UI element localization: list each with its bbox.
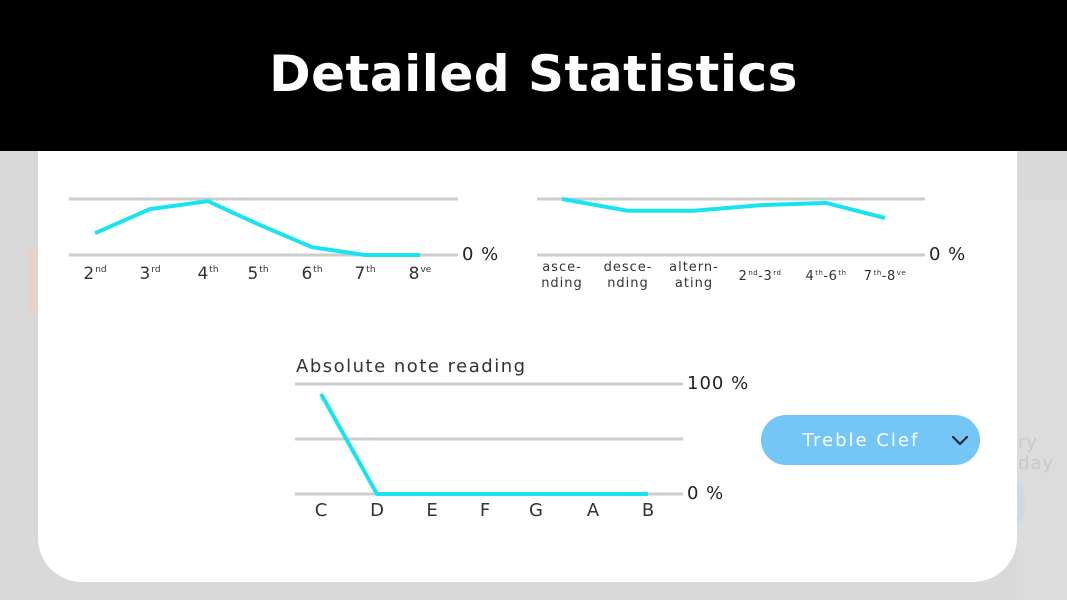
chevron-down-icon [951, 435, 969, 446]
x-axis-label: 2nd-3rd [738, 269, 782, 284]
x-axis-label: 3rd [139, 264, 161, 284]
x-axis-label: 7th [354, 264, 376, 284]
x-axis-label: E [426, 500, 438, 521]
x-axis-label: 4th-6th [805, 269, 847, 284]
x-axis-label: 2nd [83, 264, 107, 284]
note-chart-title: Absolute note reading [296, 356, 527, 377]
x-axis-label: D [370, 500, 384, 521]
note-chart-y-min-label: 0 % [687, 483, 725, 504]
clef-dropdown[interactable]: Treble Clef [761, 415, 980, 465]
x-axis-label: A [586, 500, 600, 521]
clef-dropdown-label: Treble Clef [802, 429, 920, 451]
x-axis-label: B [641, 500, 655, 521]
note-chart-y-max-label: 100 % [687, 373, 750, 394]
x-axis-label: 8ve [408, 264, 432, 284]
background-panel [1017, 200, 1067, 600]
x-axis-label: F [479, 500, 491, 521]
interval-chart-line [94, 199, 420, 257]
note-chart-grid [295, 382, 683, 496]
x-axis-label: 7th-8ve [863, 269, 907, 284]
x-axis-label: G [529, 500, 543, 521]
direction-chart-line [561, 197, 886, 220]
x-axis-label: altern-ating [669, 260, 719, 291]
x-axis-label: C [314, 500, 328, 521]
statistics-card [38, 100, 1017, 582]
interval-chart-y-label: 0 % [462, 244, 500, 265]
x-axis-label: 4th [197, 264, 219, 284]
page-header: Detailed Statistics [0, 0, 1067, 151]
direction-chart-grid [537, 197, 925, 257]
x-axis-label: 5th [247, 264, 269, 284]
page-title: Detailed Statistics [269, 44, 798, 103]
direction-chart-y-label: 0 % [929, 244, 967, 265]
note-chart-line [319, 392, 648, 496]
x-axis-label: desce-nding [603, 260, 653, 291]
x-axis-label: asce-nding [541, 260, 583, 291]
background-accent [28, 248, 40, 316]
background-text: ry day [1018, 432, 1055, 474]
x-axis-label: 6th [301, 264, 323, 284]
